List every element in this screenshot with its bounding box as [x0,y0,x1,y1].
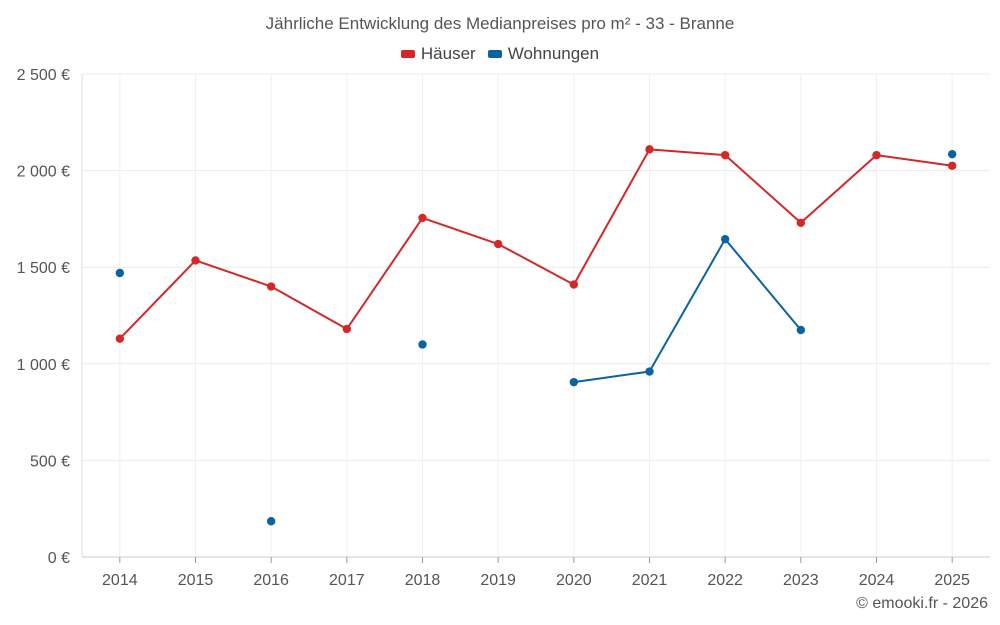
legend-label-wohnungen: Wohnungen [507,44,600,63]
data-point-wohnungen [645,367,654,376]
data-point-haeuser [569,280,579,289]
series-line-segment-wohnungen [724,238,802,331]
data-point-haeuser [266,282,276,291]
x-tick-label: 2024 [859,572,895,589]
series-line-segment-haeuser [497,243,575,286]
data-point-wohnungen [947,149,957,159]
data-point-haeuser [342,324,352,334]
data-point-haeuser [493,239,503,249]
series-line-segment-haeuser [648,148,727,157]
series-line-segment-haeuser [799,154,878,224]
x-tick-label: 2016 [253,572,289,589]
series-line-segment-haeuser [875,154,954,167]
credit-text: © emooki.fr - 2026 [856,595,988,612]
chart-title: Jährliche Entwicklung des Medianpreises … [265,14,735,33]
legend-item-wohnungen[interactable]: Wohnungen [487,44,600,64]
series-line-segment-haeuser [118,259,197,340]
series-line-segment-haeuser [270,285,348,331]
data-point-haeuser [872,150,881,160]
y-tick-label: 1 500 € [17,260,70,277]
x-tick-label: 2023 [783,572,819,589]
x-tick-label: 2014 [102,572,138,589]
legend-swatch-haeuser [400,50,415,58]
x-tick-label: 2025 [934,572,970,589]
data-point-wohnungen [418,340,427,349]
x-tick-label: 2018 [405,572,441,589]
x-tick-label: 2021 [632,572,668,589]
data-point-wohnungen [115,268,125,278]
legend-item-haeuser[interactable]: Häuser [400,44,476,64]
series-line-segment-wohnungen [572,370,651,384]
y-tick-label: 2 500 € [17,67,70,84]
data-point-haeuser [418,213,427,223]
series-line-segment-haeuser [345,216,424,331]
series-line-segment-wohnungen [648,238,727,373]
y-tick-label: 0 € [48,550,70,567]
legend-label-haeuser: Häuser [420,44,476,63]
y-tick-label: 2 000 € [17,164,70,181]
data-point-haeuser [115,334,125,343]
x-tick-label: 2015 [178,572,214,589]
x-tick-label: 2019 [480,572,516,589]
data-point-wohnungen [266,517,276,526]
data-point-wohnungen [796,325,806,335]
series-line-segment-haeuser [572,148,651,286]
data-point-haeuser [645,145,654,154]
x-tick-label: 2022 [707,572,743,589]
data-point-haeuser [796,218,806,227]
legend: Häuser Wohnungen [0,44,1000,64]
data-point-haeuser [947,161,957,170]
y-tick-label: 500 € [30,453,70,470]
data-point-haeuser [191,256,200,265]
legend-swatch-wohnungen [487,50,502,58]
data-point-haeuser [720,150,730,160]
data-point-wohnungen [720,234,730,244]
series-line-segment-haeuser [421,216,500,246]
series-line-segment-haeuser [194,259,273,288]
x-tick-label: 2020 [556,572,592,589]
data-point-wohnungen [569,377,579,387]
y-tick-label: 1 000 € [17,357,70,374]
x-tick-label: 2017 [329,572,365,589]
series-line-segment-haeuser [724,154,802,224]
